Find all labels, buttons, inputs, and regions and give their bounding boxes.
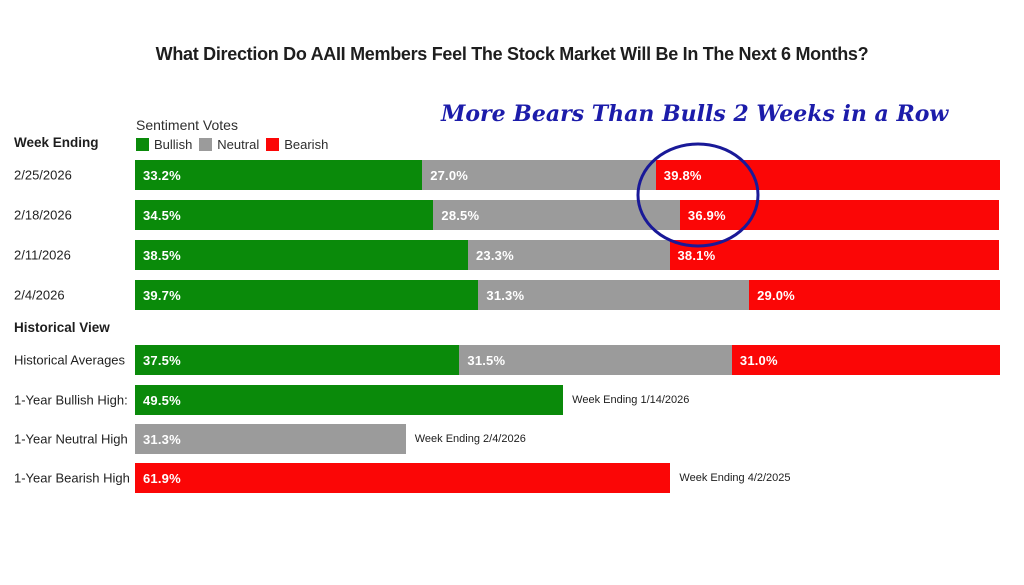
week-label: 2/4/2026 <box>14 287 65 303</box>
bullish-segment: 39.7% <box>135 280 479 310</box>
bar-note: Week Ending 4/2/2025 <box>679 472 791 484</box>
bar-row: Historical Averages 37.5% 31.5% 31.0% <box>0 345 1024 375</box>
chart-title: What Direction Do AAII Members Feel The … <box>155 44 869 64</box>
segment-value-label: 38.1% <box>677 247 716 263</box>
annotation-text: More Bears Than Bulls 2 Weeks in a Row <box>441 101 949 127</box>
week-ending-header: Week Ending <box>14 135 99 150</box>
bearish-segment: 29.0% <box>749 280 1000 310</box>
bullish-segment: 38.5% <box>135 240 468 270</box>
neutral-segment: 27.0% <box>422 160 656 190</box>
bullish-segment: 33.2% <box>135 160 423 190</box>
stacked-bar: 33.2% 27.0% 39.8% <box>135 160 1001 190</box>
bullish-segment: 34.5% <box>135 200 434 230</box>
stacked-bar: 49.5% <box>135 385 564 415</box>
segment-value-label: 23.3% <box>476 247 514 263</box>
segment-value-label: 27.0% <box>430 167 469 183</box>
neutral-segment: 31.3% <box>135 424 406 454</box>
bar-row: 2/25/2026 33.2% 27.0% 39.8% <box>0 160 1024 190</box>
stacked-bar: 39.7% 31.3% 29.0% <box>135 280 1000 310</box>
neutral-segment: 28.5% <box>433 200 680 230</box>
legend-item-bullish: Bullish <box>136 137 192 152</box>
neutral-segment: 31.5% <box>459 345 732 375</box>
segment-value-label: 39.7% <box>143 287 181 303</box>
segment-value-label: 31.3% <box>486 287 525 303</box>
segment-value-label: 33.2% <box>143 167 181 183</box>
segment-value-label: 31.5% <box>467 352 506 368</box>
legend-label: Bullish <box>154 137 193 152</box>
bar-row: 1-Year Bullish High: 49.5% Week Ending 1/1… <box>0 385 1024 415</box>
stacked-bar: 38.5% 23.3% 38.1% <box>135 240 1000 270</box>
legend-swatch-icon <box>199 138 213 151</box>
legend-label: Bearish <box>284 137 329 152</box>
bearish-segment: 38.1% <box>669 240 1000 270</box>
legend-item-bearish: Bearish <box>266 137 328 152</box>
bullish-segment: 37.5% <box>135 345 460 375</box>
segment-value-label: 28.5% <box>441 207 480 223</box>
legend-items: Bullish Neutral Bearish <box>136 137 328 152</box>
historical-view-header: Historical View <box>14 320 110 335</box>
bearish-segment: 31.0% <box>731 345 1001 375</box>
bar-row: 2/18/2026 34.5% 28.5% 36.9% <box>0 200 1024 230</box>
week-label: 2/25/2026 <box>14 167 72 183</box>
legend-title: Sentiment Votes <box>136 117 238 133</box>
segment-value-label: 29.0% <box>757 287 795 303</box>
legend: Sentiment Votes Bullish Neutral Bearish <box>136 117 328 152</box>
legend-swatch-icon <box>266 138 280 151</box>
bar-row: 1-Year Bearish High 61.9% Week Ending 4/2/… <box>0 463 1024 493</box>
segment-value-label: 39.8% <box>663 167 702 183</box>
segment-value-label: 31.3% <box>143 431 181 447</box>
bar-row: 1-Year Neutral High 31.3% Week Ending 2/4/… <box>0 424 1024 454</box>
legend-item-neutral: Neutral <box>199 137 259 152</box>
bar-note: Week Ending 1/14/2026 <box>572 394 690 406</box>
segment-value-label: 38.5% <box>143 247 181 263</box>
circle-annotation-icon <box>636 142 760 248</box>
segment-value-label: 31.0% <box>739 352 778 368</box>
bearish-segment: 39.8% <box>655 160 1001 190</box>
stacked-bar: 31.3% <box>135 424 406 454</box>
neutral-segment: 23.3% <box>468 240 670 270</box>
segment-value-label: 36.9% <box>687 207 726 223</box>
one-year-high-label: 1-Year Bearish High <box>14 470 130 486</box>
one-year-high-label: 1-Year Bullish High: <box>14 392 128 408</box>
one-year-high-label: 1-Year Neutral High <box>14 431 128 447</box>
segment-value-label: 49.5% <box>143 392 181 408</box>
stacked-bar: 61.9% <box>135 463 671 493</box>
historical-averages-label: Historical Averages <box>14 352 126 368</box>
segment-value-label: 61.9% <box>143 470 181 486</box>
segment-value-label: 34.5% <box>143 207 181 223</box>
bearish-segment: 36.9% <box>679 200 1000 230</box>
week-label: 2/18/2026 <box>14 207 72 223</box>
segment-value-label: 37.5% <box>143 352 181 368</box>
bearish-segment: 61.9% <box>135 463 671 493</box>
stacked-bar: 34.5% 28.5% 36.9% <box>135 200 1000 230</box>
bar-row: 2/11/2026 38.5% 23.3% 38.1% <box>0 240 1024 270</box>
neutral-segment: 31.3% <box>478 280 750 310</box>
bullish-segment: 49.5% <box>135 385 564 415</box>
stacked-bar: 37.5% 31.5% 31.0% <box>135 345 1001 375</box>
week-label: 2/11/2026 <box>14 247 71 263</box>
bar-note: Week Ending 2/4/2026 <box>414 433 526 445</box>
legend-swatch-icon <box>136 138 149 151</box>
legend-label: Neutral <box>217 137 260 152</box>
bar-row: 2/4/2026 39.7% 31.3% 29.0% <box>0 280 1024 310</box>
